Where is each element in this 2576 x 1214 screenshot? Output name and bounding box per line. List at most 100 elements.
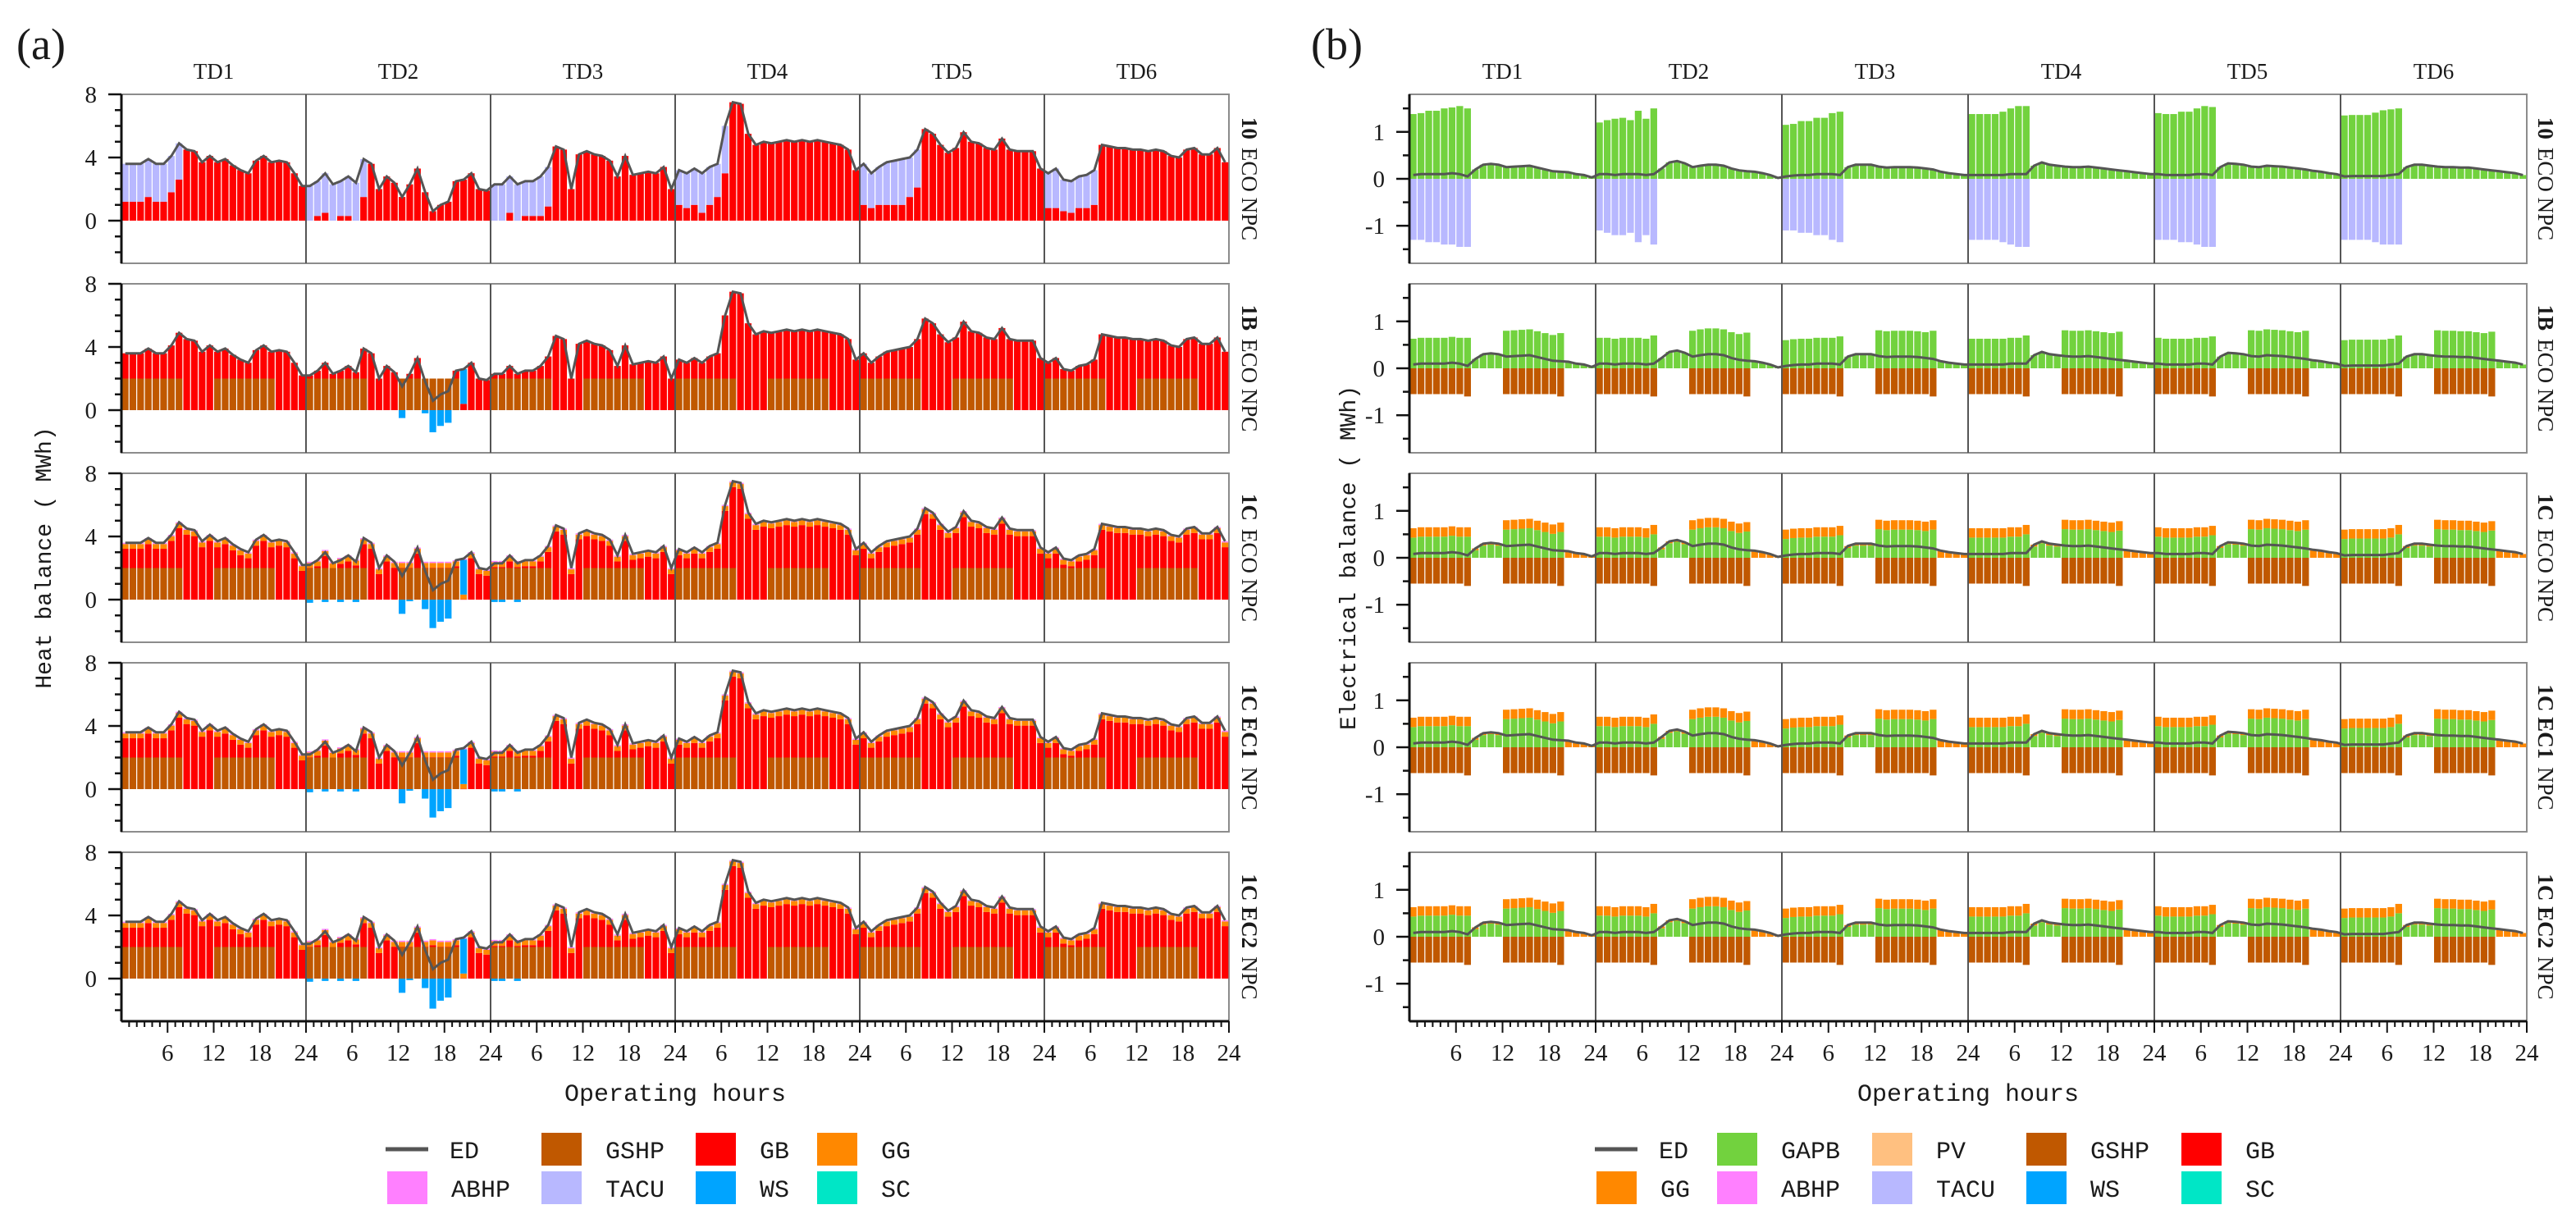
bar-gb (153, 738, 160, 758)
bar-gb (914, 187, 921, 221)
bar-tacu (2364, 179, 2372, 240)
bar-gshp (522, 568, 529, 600)
bar-gb (775, 716, 783, 758)
bar-gshp (1728, 558, 1735, 584)
bar-gapb (2434, 908, 2441, 937)
scenario-label: 1BECO NPC (2533, 305, 2558, 432)
bar-gb (668, 189, 675, 221)
x-tick-label: 24 (1217, 1040, 1242, 1066)
legend-label: ED (450, 1139, 479, 1166)
bar-gb (714, 738, 721, 758)
bar-gshp (614, 378, 621, 411)
bar-gg (883, 921, 890, 927)
bar-gb (852, 933, 860, 979)
bar-gb (222, 158, 229, 221)
bar-tacu (1805, 179, 1813, 233)
bar-gshp (1619, 747, 1627, 774)
bar-tacu (1984, 179, 1991, 240)
bar-gapb (2341, 918, 2348, 937)
bar-gb (222, 923, 229, 947)
bar-gshp (2302, 747, 2309, 776)
bar-gg (1067, 561, 1075, 567)
bar-gb (944, 916, 952, 979)
bar-gb (153, 928, 160, 947)
bar-gg (675, 929, 683, 934)
bar-tacu (2015, 179, 2022, 247)
bar-gg (1222, 732, 1229, 737)
bar-gapb (1487, 353, 1495, 368)
bar-gshp (1441, 368, 1448, 395)
bar-gapb (1611, 118, 1619, 179)
typical-day-label: TD6 (1117, 59, 1158, 84)
bar-gshp (2434, 747, 2441, 774)
bar-gshp (1175, 757, 1183, 790)
bar-gb (514, 567, 521, 568)
y-tick-label: 0 (85, 966, 98, 993)
bar-gg (1720, 897, 1728, 907)
bar-gb (1129, 339, 1136, 411)
bar-gb (898, 204, 906, 221)
bar-ws (352, 979, 359, 981)
bar-gapb (2046, 354, 2053, 368)
bar-gshp (1183, 378, 1190, 411)
bar-gshp (1510, 558, 1518, 584)
bar-gg (229, 735, 236, 740)
bar-gshp (2185, 937, 2193, 963)
bar-gapb (2271, 166, 2278, 179)
bar-gg (2449, 710, 2457, 719)
bar-gshp (337, 378, 345, 411)
bar-gb (921, 513, 929, 600)
bar-gb (322, 745, 329, 758)
bar-abhp (445, 751, 452, 753)
bar-gg (1720, 708, 1728, 718)
x-tick-label: 24 (2143, 1040, 2167, 1066)
bar-gapb (1526, 329, 1533, 368)
bar-gg (2139, 742, 2146, 747)
bar-gg (2185, 527, 2193, 538)
bar-gshp (1190, 947, 1198, 979)
bar-gshp (1190, 757, 1198, 790)
bar-gb (498, 567, 506, 568)
bar-gb (1021, 151, 1029, 221)
bar-gg (2473, 900, 2480, 910)
bar-abhp (337, 558, 345, 559)
bar-gshp (176, 568, 183, 600)
bar-gshp (975, 378, 983, 411)
bar-gb (167, 192, 175, 221)
bar-gshp (1805, 368, 1813, 395)
bar-gb (721, 889, 728, 947)
y-tick-label: 0 (1373, 735, 1386, 761)
bar-gapb (2356, 538, 2364, 558)
bar-gshp (1712, 937, 1720, 963)
bar-gb (714, 197, 721, 221)
bar-gapb (2519, 175, 2527, 179)
bar-gshp (798, 757, 806, 790)
scenario-label-rest: ECO NPC (1237, 148, 1262, 240)
bar-gg (1106, 527, 1113, 532)
bar-gapb (2387, 109, 2395, 179)
bar-gapb (1495, 545, 1502, 558)
bar-gg (1113, 717, 1121, 723)
legend-swatch (1596, 1171, 1637, 1204)
bar-gg (422, 563, 429, 568)
bar-gg (775, 901, 783, 906)
bar-gb (206, 345, 213, 411)
bar-gshp (1829, 937, 1836, 963)
bar-gb (967, 141, 975, 221)
bar-gb (883, 926, 890, 947)
bar-gg (1144, 720, 1152, 726)
bar-gb (621, 920, 629, 947)
bar-gshp (2255, 368, 2263, 395)
bar-gb (537, 216, 544, 221)
bar-gg (1650, 714, 1657, 724)
bar-gb (1083, 208, 1090, 221)
bar-gapb (1495, 735, 1502, 747)
bar-gb (606, 545, 614, 568)
bar-gb (921, 703, 929, 790)
bar-gg (529, 751, 537, 756)
bar-gg (2007, 716, 2015, 727)
bar-gb (829, 717, 837, 790)
bar-gshp (337, 568, 345, 600)
bar-gshp (591, 568, 598, 600)
bar-gshp (768, 568, 775, 600)
